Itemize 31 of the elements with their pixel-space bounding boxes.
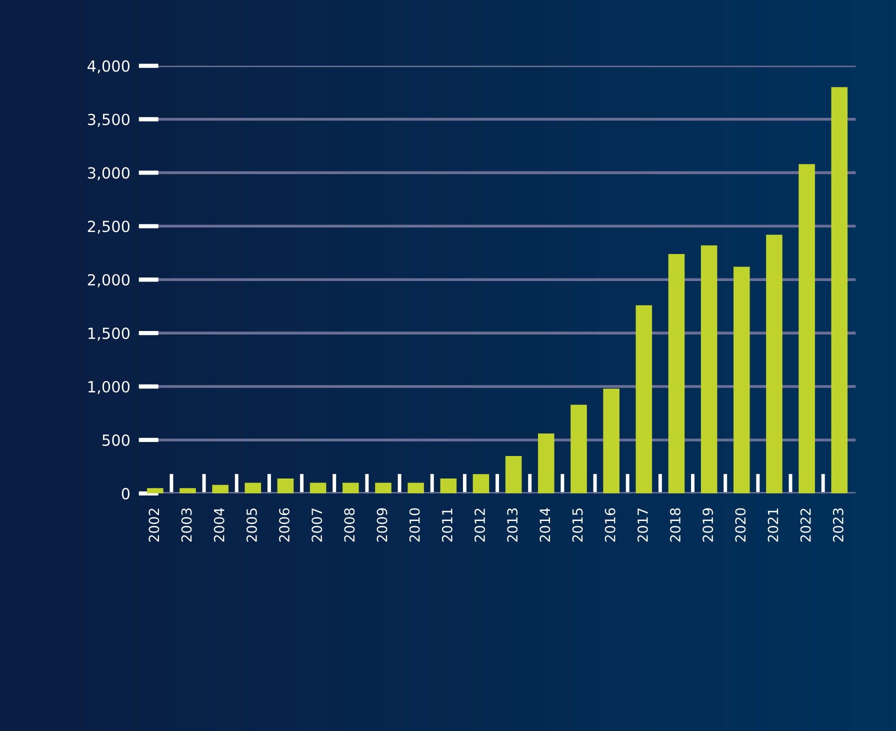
x-tick-label: 2013 [507,508,518,542]
x-tick-label: 2011 [442,508,452,542]
x-tick-label: 2021 [768,508,778,542]
y-tick-label: 1,000 [88,380,130,394]
x-tick-label: 2023 [832,508,844,542]
x-tick-label: 2018 [670,508,681,542]
x-tick-label: 2015 [572,508,583,542]
y-tick-label: 3,500 [88,114,130,127]
x-tick-label: 2007 [312,508,322,542]
x-tick-label: 2006 [279,508,290,542]
x-tick-label: 2016 [604,508,616,542]
x-tick-label: 2019 [702,508,714,542]
y-tick-label: 3,000 [88,167,130,180]
x-tick-label: 2012 [474,508,486,542]
y-tick-label: 2,500 [88,220,130,234]
x-tick-label: 2004 [214,508,224,542]
y-tick-label: 1,500 [88,328,130,341]
x-tick-label: 2010 [409,508,420,542]
x-tick-label: 2003 [181,508,192,542]
x-tick-label: 2005 [246,508,257,542]
x-tick-label: 2009 [376,508,388,542]
x-tick-label: 2014 [540,508,550,542]
x-tick-label: 2022 [800,508,811,542]
y-tick-label: 500 [102,434,130,446]
y-tick-label: 0 [122,488,130,500]
y-tick-label: 2,000 [88,274,130,288]
x-tick-label: 2008 [344,508,355,542]
x-tick-label: 2020 [735,508,746,542]
x-tick-label: 2017 [637,508,648,542]
x-tick-label: 2002 [148,508,160,542]
y-tick-label: 4,000 [88,60,130,74]
